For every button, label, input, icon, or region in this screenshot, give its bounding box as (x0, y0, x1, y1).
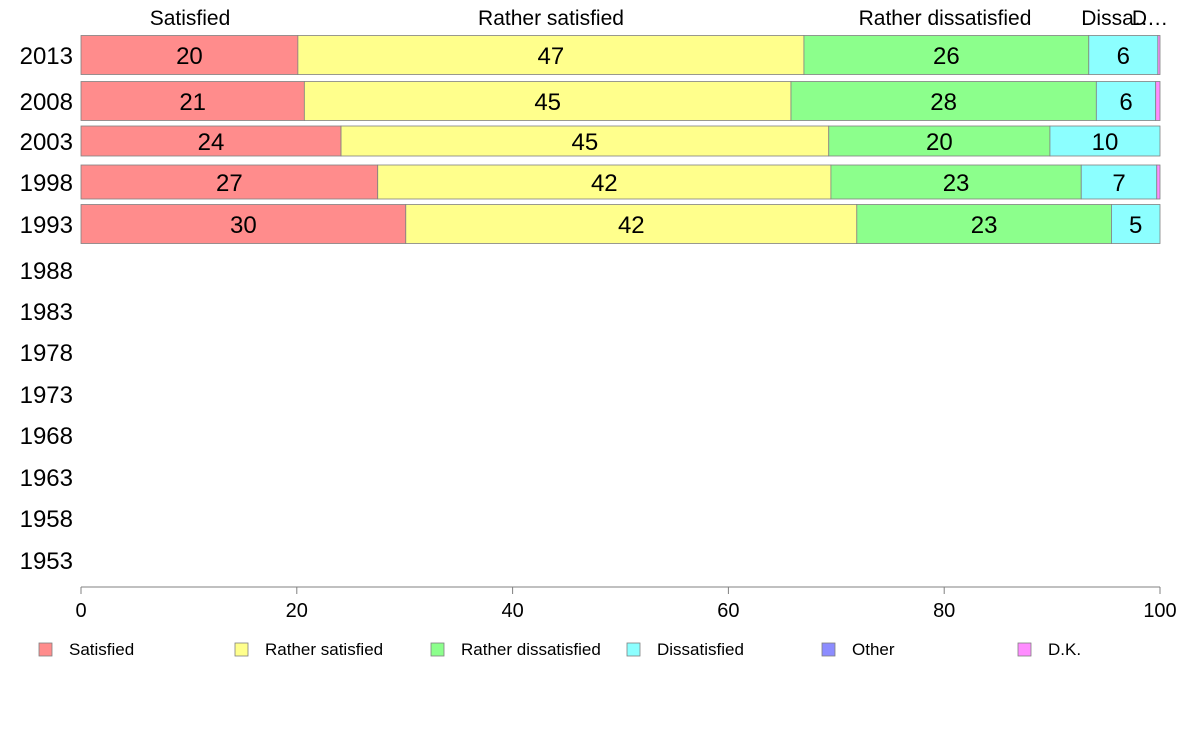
bar-segment (1049, 125, 1161, 157)
data-label: 42 (591, 170, 618, 197)
column-label: Dissa… (1081, 7, 1155, 30)
x-tick-label: 80 (933, 600, 955, 622)
bar-segment (405, 204, 858, 244)
bar-segment (377, 164, 832, 200)
data-label: 20 (926, 129, 953, 156)
x-tick-label: 40 (501, 600, 523, 622)
column-label: Rather dissatisfied (859, 7, 1032, 30)
bar-segment (80, 125, 342, 157)
y-tick-label: 1983 (20, 299, 73, 326)
bar-segment (1156, 164, 1161, 200)
data-label: 10 (1092, 129, 1119, 156)
bar-segment (80, 164, 379, 200)
y-tick-label: 1973 (20, 382, 73, 409)
legend-label: Dissatisfied (657, 640, 744, 659)
y-tick-label: 2008 (20, 89, 73, 116)
y-tick-label: 1993 (20, 212, 73, 239)
data-label: 20 (176, 43, 203, 70)
data-label: 28 (930, 89, 957, 116)
legend-swatch (626, 642, 641, 657)
column-label: D… (1132, 7, 1168, 30)
y-tick-label: 1953 (20, 548, 73, 575)
bar-segment (297, 35, 805, 75)
legend-label: Rather satisfied (265, 640, 383, 659)
bar-segment (1157, 35, 1161, 75)
data-label: 5 (1129, 212, 1142, 239)
data-label: 27 (216, 170, 243, 197)
legend-swatch (821, 642, 836, 657)
data-label: 24 (198, 129, 225, 156)
data-label: 47 (538, 43, 565, 70)
bar-segment (1095, 81, 1157, 121)
legend-swatch (430, 642, 445, 657)
data-label: 23 (971, 212, 998, 239)
column-label: Rather satisfied (478, 7, 624, 30)
data-label: 6 (1119, 89, 1132, 116)
y-tick-label: 1958 (20, 506, 73, 533)
x-tick-label: 20 (286, 600, 308, 622)
data-label: 7 (1112, 170, 1125, 197)
data-label: 30 (230, 212, 257, 239)
x-tick-label: 60 (717, 600, 739, 622)
legend-swatch (234, 642, 249, 657)
data-label: 45 (572, 129, 599, 156)
y-tick-label: 1963 (20, 465, 73, 492)
y-tick-label: 1998 (20, 170, 73, 197)
legend-label: D.K. (1048, 640, 1081, 659)
data-label: 45 (534, 89, 561, 116)
data-label: 21 (179, 89, 206, 116)
legend-label: Other (852, 640, 895, 659)
legend-label: Satisfied (69, 640, 134, 659)
bar-segment (1155, 81, 1161, 121)
x-tick-label: 0 (75, 600, 86, 622)
column-label: Satisfied (150, 7, 231, 30)
bar-segment (790, 81, 1097, 121)
data-label: 42 (618, 212, 645, 239)
data-label: 26 (933, 43, 960, 70)
y-tick-label: 2013 (20, 43, 73, 70)
data-label: 6 (1117, 43, 1130, 70)
y-tick-label: 1988 (20, 258, 73, 285)
legend-label: Rather dissatisfied (461, 640, 601, 659)
bar-segment (80, 81, 305, 121)
y-tick-label: 1968 (20, 423, 73, 450)
y-tick-label: 2003 (20, 129, 73, 156)
legend-swatch (38, 642, 53, 657)
bar-segment (303, 81, 792, 121)
bar-segment (340, 125, 830, 157)
bar-segment (1111, 204, 1161, 244)
data-label: 23 (943, 170, 970, 197)
x-tick-label: 100 (1143, 600, 1176, 622)
legend-swatch (1017, 642, 1032, 657)
bar-segment (828, 125, 1051, 157)
bar-segment (856, 204, 1112, 244)
y-tick-label: 1978 (20, 340, 73, 367)
bar-segment (830, 164, 1082, 200)
